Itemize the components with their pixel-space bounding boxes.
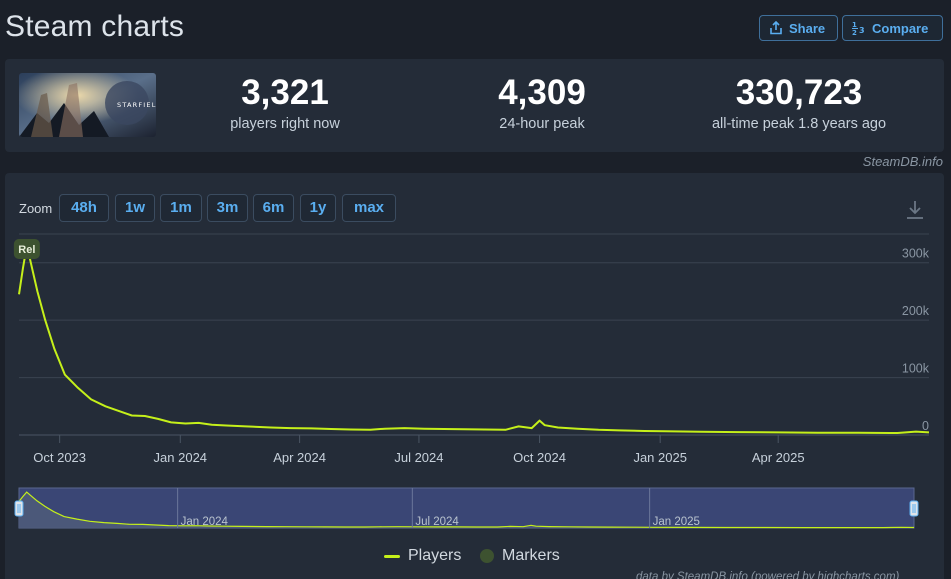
legend-players-label: Players [408, 547, 462, 564]
current-players-label: players right now [230, 116, 340, 132]
current-players-value: 3,321 [241, 73, 329, 112]
peak-24h-value: 4,309 [498, 73, 586, 112]
legend-dot-swatch [480, 549, 494, 563]
steamdb-credit[interactable]: SteamDB.info [862, 154, 943, 169]
zoom-3m-button[interactable]: 3m [207, 194, 248, 222]
zoom-6m-button[interactable]: 6m [253, 194, 294, 222]
legend-markers[interactable]: Markers [480, 547, 560, 565]
svg-text:1: 1 [852, 21, 857, 29]
game-cover-image[interactable]: STARFIELD [19, 73, 156, 137]
alltime-peak-stat: 330,723 all-time peak 1.8 years ago [669, 73, 929, 132]
svg-text:2: 2 [852, 29, 857, 36]
zoom-1m-button[interactable]: 1m [160, 194, 202, 222]
navigator-right-handle[interactable] [909, 500, 919, 517]
page-title: Steam charts [5, 10, 185, 43]
zoom-1y-button[interactable]: 1y [300, 194, 336, 222]
share-label: Share [789, 20, 826, 36]
alltime-peak-label: all-time peak 1.8 years ago [711, 116, 887, 132]
legend-line-swatch [384, 554, 400, 558]
svg-text:STARFIELD: STARFIELD [117, 101, 156, 109]
chart-panel [5, 173, 944, 579]
peak-24h-stat: 4,309 24-hour peak [412, 73, 672, 132]
share-icon [769, 21, 783, 35]
current-players-stat: 3,321 players right now [155, 73, 415, 132]
compare-label: Compare [872, 20, 929, 36]
zoom-48h-button[interactable]: 48h [59, 194, 109, 222]
download-icon[interactable] [903, 198, 927, 222]
zoom-1w-button[interactable]: 1w [115, 194, 155, 222]
footer-credit: data by SteamDB.info (powered by highcha… [636, 571, 900, 579]
alltime-peak-value: 330,723 [735, 73, 863, 112]
legend-players[interactable]: Players [384, 547, 461, 565]
navigator-left-handle[interactable] [14, 500, 24, 517]
zoom-label: Zoom [19, 201, 53, 216]
share-button[interactable]: Share [759, 15, 838, 41]
stats-panel: STARFIELD 3,321 players right now 4,309 … [5, 59, 944, 152]
peak-24h-label: 24-hour peak [499, 116, 585, 132]
svg-text:3: 3 [859, 26, 865, 35]
legend-markers-label: Markers [502, 547, 560, 564]
zoom-max-button[interactable]: max [342, 194, 396, 222]
